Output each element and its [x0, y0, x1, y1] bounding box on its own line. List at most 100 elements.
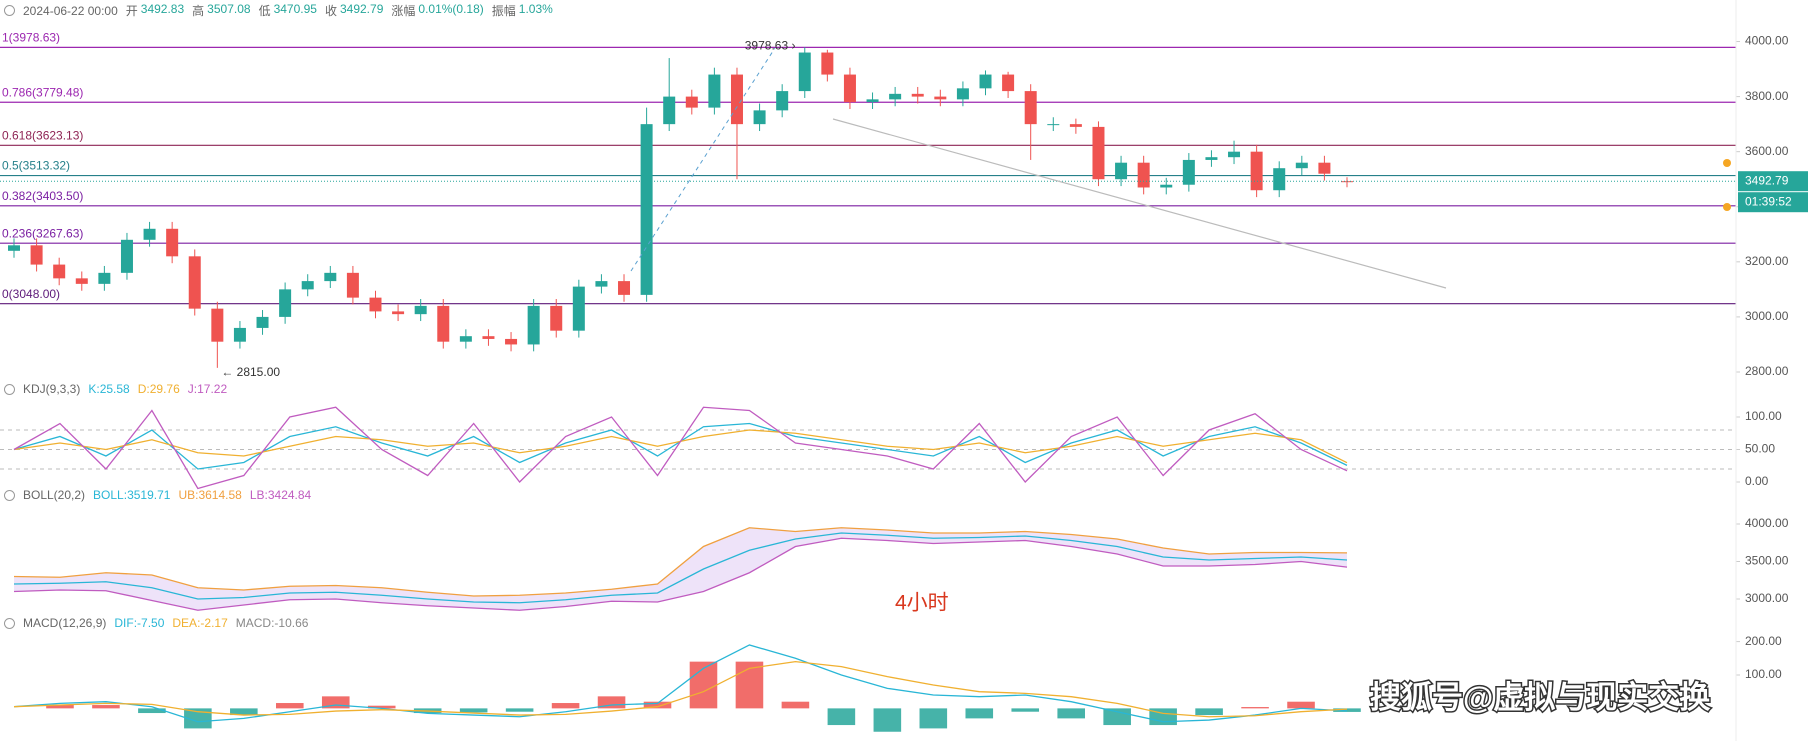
candle-body: [75, 278, 88, 284]
legend-entry: BOLL:3519.71: [93, 488, 171, 502]
fib-label: 0.5(3513.32): [2, 159, 70, 173]
annotation: ← 2815.00: [221, 365, 280, 379]
macd-bar: [459, 708, 488, 713]
macd-bar: [46, 705, 74, 709]
candle-body: [482, 336, 495, 339]
indicator-line: [13, 532, 1348, 604]
timeframe: 4小时: [895, 592, 949, 615]
candle-body: [324, 272, 337, 282]
macd-bar: [1195, 708, 1223, 716]
candle-body: [1228, 151, 1241, 158]
candle-body: [188, 256, 201, 309]
candle-body: [301, 281, 314, 290]
alert-dot: [1723, 159, 1731, 167]
candle-body: [821, 52, 834, 75]
y-tick-label: 0.00: [1745, 474, 1769, 488]
indicator-legend: KDJ(9,3,3) K:25.58 D:29.76 J:17.22: [4, 382, 227, 396]
indicator-name: KDJ(9,3,3): [23, 382, 81, 396]
candle-body: [595, 281, 608, 287]
icon: [4, 617, 15, 629]
field-label: 低: [258, 4, 271, 18]
countdown-tag: [1738, 192, 1808, 213]
field-value: 0.01%(0.18): [418, 2, 484, 16]
candle-body: [1024, 91, 1037, 125]
indicator-legend: BOLL(20,2) BOLL:3519.71 UB:3614.58 LB:3424.…: [4, 488, 311, 502]
macd-bar: [138, 708, 166, 714]
price-tag: [1738, 171, 1808, 192]
macd-bar: [505, 708, 534, 712]
field: 振幅 1.03%: [492, 2, 553, 19]
y-tick-label: 4000.00: [1745, 34, 1789, 48]
y-tick-label: 3500.00: [1745, 554, 1789, 568]
field: 高 3507.08: [192, 2, 250, 19]
field-value: 3492.79: [339, 2, 384, 16]
candle-body: [279, 289, 292, 317]
candle-body: [233, 327, 246, 342]
icon: [4, 383, 15, 395]
candle-body: [685, 96, 698, 108]
candle-body: [618, 281, 631, 295]
candle-body: [911, 93, 924, 97]
macd-bar: [1333, 708, 1361, 712]
legend-entry: DIF:-7.50: [114, 616, 165, 630]
field: 开 3492.83: [126, 2, 184, 19]
legend-entry: J:17.22: [187, 382, 228, 396]
field-label: 涨幅: [391, 4, 416, 18]
candle-body: [798, 52, 811, 92]
candle-body: [934, 96, 947, 100]
y-tick-label: 200.00: [1745, 634, 1782, 648]
icon: [4, 489, 15, 501]
field-value: 1.03%: [518, 2, 553, 16]
candle-body: [1205, 157, 1218, 160]
candle-body: [708, 74, 721, 108]
candle-body: [1115, 162, 1128, 180]
candle-body: [640, 124, 653, 295]
y-tick-label: 3800.00: [1745, 89, 1789, 103]
macd-bar: [827, 708, 856, 726]
legend-entry: MACD:-10.66: [235, 616, 309, 630]
macd-bar: [551, 703, 580, 709]
candle-body: [459, 336, 472, 342]
field-label: 高: [192, 4, 205, 18]
macd-bar: [689, 661, 718, 709]
macd-bar: [1103, 708, 1131, 726]
candle-body: [776, 91, 789, 111]
candle-body: [392, 311, 405, 315]
macd-bar: [367, 705, 396, 709]
macd-bar: [735, 661, 764, 709]
y-tick-label: 3000.00: [1745, 309, 1789, 323]
candle-body: [1092, 126, 1105, 180]
candle-body: [572, 286, 585, 331]
field-label: 开: [125, 4, 138, 18]
countdown-text: 01:39:52: [1745, 194, 1792, 208]
indicator-line: [13, 537, 1348, 611]
fib-label: 0.236(3267.63): [2, 226, 83, 240]
field-value: 3470.95: [273, 2, 317, 16]
legend-entry: DEA:-2.17: [172, 616, 228, 630]
candle-body: [866, 99, 879, 103]
watermark: 搜狐号@虚拟与现实交换: [1370, 680, 1710, 715]
candle-body: [414, 305, 427, 315]
ohlc-header: 2024-06-22 00:00 开 3492.83 高 3507.08 低 3470.95…: [4, 2, 553, 19]
macd-bar: [1241, 707, 1269, 709]
candle-body: [979, 74, 992, 89]
indicator-name: MACD(12,26,9): [23, 616, 107, 630]
fib-label: 1(3978.63): [2, 31, 60, 45]
macd-bar: [1011, 708, 1040, 712]
price-tag-text: 3492.79: [1745, 173, 1789, 187]
indicator-name: BOLL(20,2): [23, 488, 86, 502]
y-tick-label: 2800.00: [1745, 364, 1789, 378]
y-tick-label: 100.00: [1745, 409, 1782, 423]
candle-body: [1182, 159, 1195, 185]
indicator-line: [13, 527, 1348, 597]
candle-body: [166, 228, 179, 257]
candle-body: [1069, 124, 1082, 127]
macd-line: [13, 660, 1348, 718]
candle-body: [211, 308, 224, 342]
candle-body: [369, 297, 382, 312]
candle-body: [8, 245, 20, 251]
candle-body: [1318, 162, 1331, 174]
macd-bar: [184, 708, 212, 729]
field-label: 收: [324, 4, 337, 18]
